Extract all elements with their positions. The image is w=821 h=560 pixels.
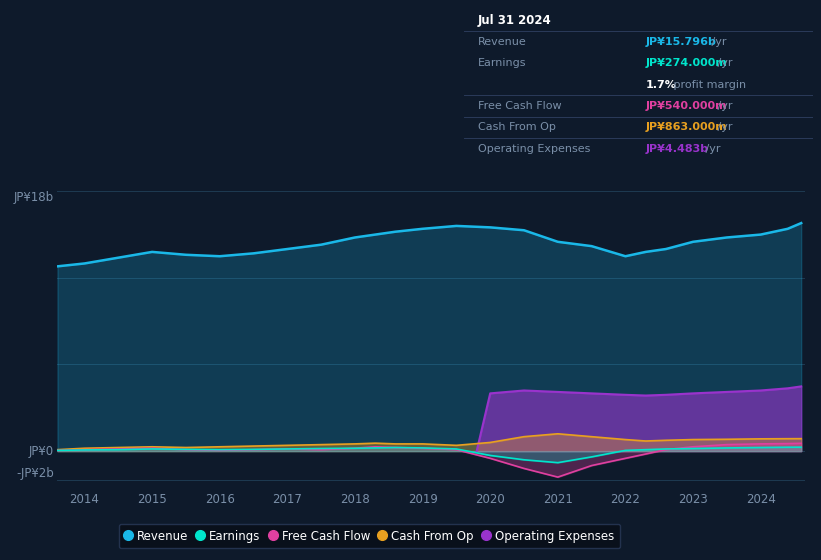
Text: 1.7%: 1.7% [645,80,677,90]
Text: JP¥0: JP¥0 [29,445,53,458]
Text: JP¥18b: JP¥18b [14,192,53,204]
Text: JP¥540.000m: JP¥540.000m [645,101,727,111]
Text: JP¥15.796b: JP¥15.796b [645,36,716,46]
Text: /yr: /yr [702,144,720,154]
Text: /yr: /yr [708,36,727,46]
Text: Cash From Op: Cash From Op [478,123,556,133]
Text: Revenue: Revenue [478,36,526,46]
Text: Free Cash Flow: Free Cash Flow [478,101,562,111]
Text: JP¥274.000m: JP¥274.000m [645,58,727,68]
Text: Jul 31 2024: Jul 31 2024 [478,14,552,27]
Text: /yr: /yr [714,58,733,68]
Text: JP¥863.000m: JP¥863.000m [645,123,727,133]
Text: /yr: /yr [714,101,733,111]
Legend: Revenue, Earnings, Free Cash Flow, Cash From Op, Operating Expenses: Revenue, Earnings, Free Cash Flow, Cash … [119,524,620,548]
Text: Earnings: Earnings [478,58,526,68]
Text: JP¥4.483b: JP¥4.483b [645,144,709,154]
Text: /yr: /yr [714,123,733,133]
Text: Operating Expenses: Operating Expenses [478,144,590,154]
Text: profit margin: profit margin [671,80,746,90]
Text: -JP¥2b: -JP¥2b [16,467,53,480]
